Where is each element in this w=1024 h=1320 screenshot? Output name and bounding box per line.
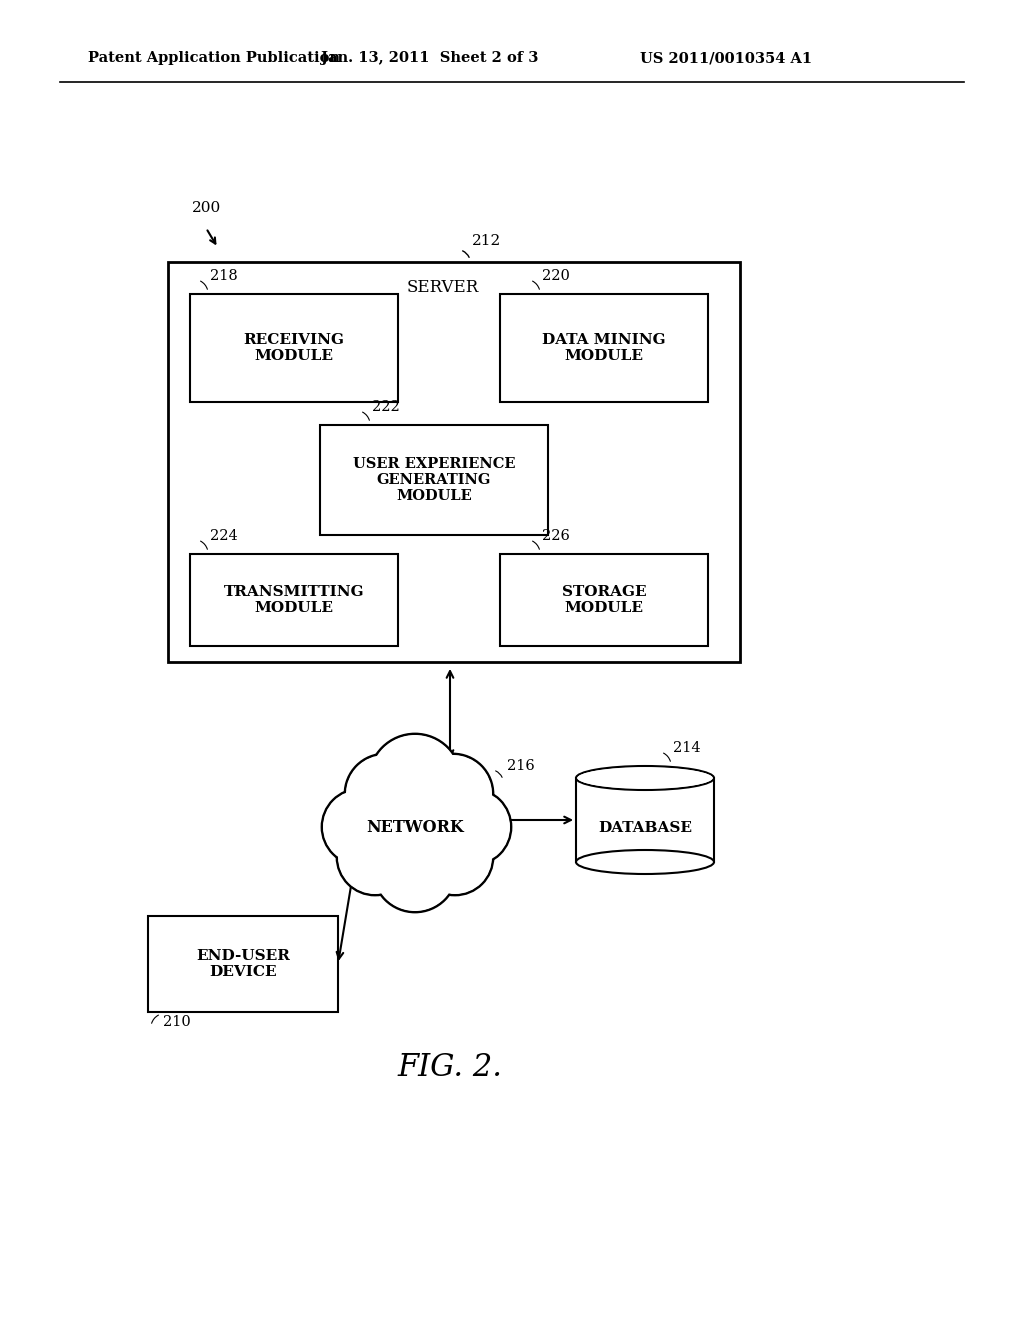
Text: 222: 222	[372, 400, 399, 414]
FancyBboxPatch shape	[190, 294, 398, 403]
Text: 210: 210	[163, 1015, 190, 1030]
Ellipse shape	[578, 767, 713, 788]
FancyBboxPatch shape	[500, 554, 708, 645]
Ellipse shape	[357, 787, 472, 867]
FancyBboxPatch shape	[148, 916, 338, 1012]
Text: STORAGE
MODULE: STORAGE MODULE	[562, 585, 646, 615]
Text: TRANSMITTING
MODULE: TRANSMITTING MODULE	[223, 585, 365, 615]
Circle shape	[370, 735, 460, 825]
Text: 212: 212	[472, 234, 502, 248]
Circle shape	[417, 818, 493, 895]
Circle shape	[418, 820, 492, 894]
Text: Jan. 13, 2011  Sheet 2 of 3: Jan. 13, 2011 Sheet 2 of 3	[322, 51, 539, 65]
Text: Patent Application Publication: Patent Application Publication	[88, 51, 340, 65]
Text: END-USER
DEVICE: END-USER DEVICE	[196, 949, 290, 979]
Text: 220: 220	[542, 269, 570, 282]
FancyBboxPatch shape	[190, 554, 398, 645]
FancyBboxPatch shape	[575, 777, 714, 862]
Circle shape	[323, 789, 397, 865]
Circle shape	[413, 754, 493, 834]
Circle shape	[414, 755, 492, 833]
Ellipse shape	[358, 788, 471, 866]
FancyBboxPatch shape	[500, 294, 708, 403]
Circle shape	[435, 789, 511, 865]
Text: 216: 216	[507, 759, 535, 774]
Text: 224: 224	[210, 529, 238, 543]
Text: 214: 214	[673, 741, 700, 755]
Text: FIG. 2.: FIG. 2.	[397, 1052, 503, 1084]
Circle shape	[374, 829, 456, 911]
Circle shape	[337, 818, 413, 895]
Text: 226: 226	[542, 529, 570, 543]
Circle shape	[345, 754, 425, 834]
Text: DATABASE: DATABASE	[598, 821, 692, 836]
Text: USER EXPERIENCE
GENERATING
MODULE: USER EXPERIENCE GENERATING MODULE	[352, 457, 515, 503]
Circle shape	[436, 789, 510, 865]
FancyBboxPatch shape	[319, 425, 548, 535]
Circle shape	[369, 734, 461, 826]
Circle shape	[338, 820, 412, 894]
Circle shape	[373, 828, 457, 912]
Text: NETWORK: NETWORK	[367, 818, 464, 836]
Text: 218: 218	[210, 269, 238, 282]
Text: DATA MINING
MODULE: DATA MINING MODULE	[542, 333, 666, 363]
Text: RECEIVING
MODULE: RECEIVING MODULE	[244, 333, 344, 363]
Ellipse shape	[575, 850, 714, 874]
Ellipse shape	[575, 766, 714, 789]
Text: US 2011/0010354 A1: US 2011/0010354 A1	[640, 51, 812, 65]
Text: SERVER: SERVER	[407, 279, 478, 296]
Circle shape	[322, 789, 398, 865]
FancyBboxPatch shape	[168, 261, 740, 663]
Text: 200: 200	[193, 201, 221, 215]
Circle shape	[346, 755, 424, 833]
